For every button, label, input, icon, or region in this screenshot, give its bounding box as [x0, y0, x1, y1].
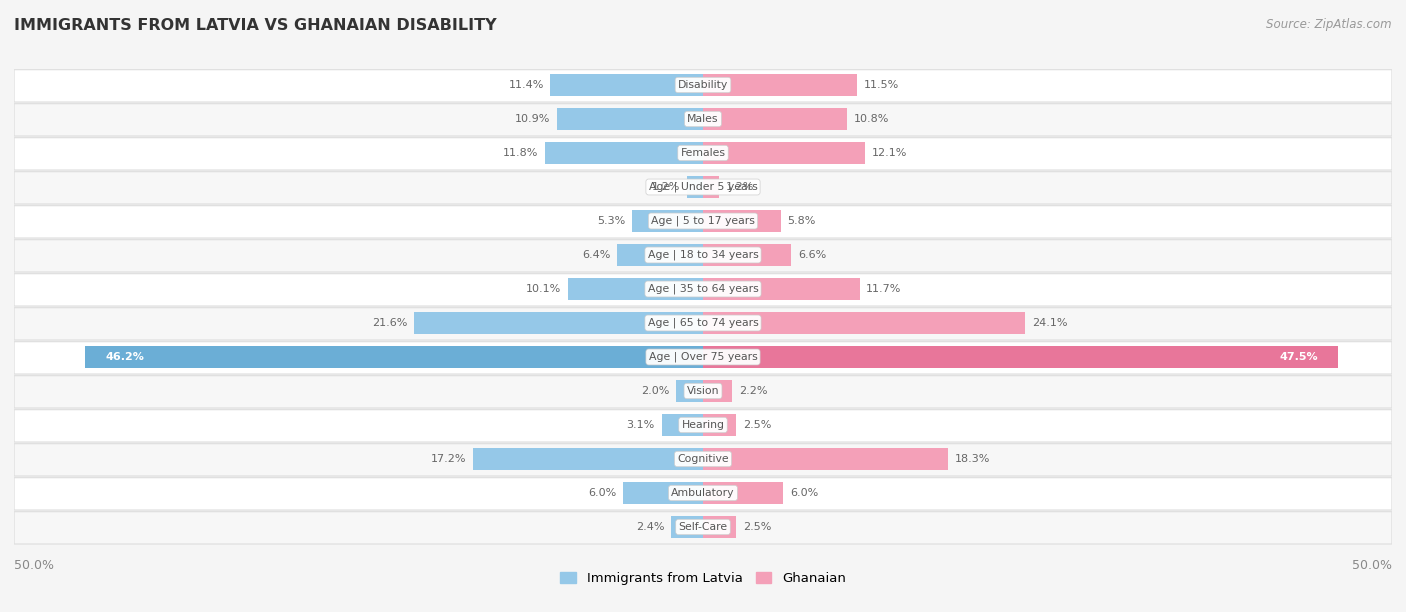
FancyBboxPatch shape	[14, 376, 1392, 408]
Text: 18.3%: 18.3%	[955, 454, 990, 464]
Text: 11.8%: 11.8%	[503, 148, 538, 158]
Text: Self-Care: Self-Care	[679, 522, 727, 532]
Text: 6.4%: 6.4%	[582, 250, 610, 260]
FancyBboxPatch shape	[14, 341, 1392, 374]
Bar	[472, 449, 703, 469]
Bar	[633, 211, 703, 231]
Text: 21.6%: 21.6%	[373, 318, 408, 328]
FancyBboxPatch shape	[14, 138, 1392, 170]
Text: 5.3%: 5.3%	[598, 216, 626, 226]
Bar	[703, 143, 865, 163]
Bar	[703, 176, 718, 198]
Bar	[551, 75, 703, 95]
Bar	[84, 346, 703, 368]
Bar	[703, 346, 1339, 368]
Text: 2.2%: 2.2%	[740, 386, 768, 396]
Bar	[413, 313, 703, 334]
Text: 2.4%: 2.4%	[636, 522, 664, 532]
Text: 6.0%: 6.0%	[588, 488, 616, 498]
Text: 10.1%: 10.1%	[526, 284, 561, 294]
Bar	[703, 517, 737, 537]
FancyBboxPatch shape	[14, 444, 1392, 476]
Bar	[676, 381, 703, 401]
Text: Age | 65 to 74 years: Age | 65 to 74 years	[648, 318, 758, 328]
Text: 2.0%: 2.0%	[641, 386, 669, 396]
Text: 3.1%: 3.1%	[627, 420, 655, 430]
Bar	[703, 244, 792, 266]
Text: Age | 35 to 64 years: Age | 35 to 64 years	[648, 284, 758, 294]
Bar	[703, 278, 859, 299]
Bar	[671, 517, 703, 537]
Bar	[623, 482, 703, 504]
Text: 46.2%: 46.2%	[105, 352, 143, 362]
FancyBboxPatch shape	[14, 512, 1392, 544]
Text: 11.7%: 11.7%	[866, 284, 901, 294]
FancyBboxPatch shape	[14, 172, 1392, 204]
Bar	[703, 108, 848, 130]
Text: 47.5%: 47.5%	[1279, 352, 1319, 362]
FancyBboxPatch shape	[14, 70, 1392, 102]
Text: Age | Over 75 years: Age | Over 75 years	[648, 352, 758, 362]
Bar	[688, 176, 703, 198]
Text: 5.8%: 5.8%	[787, 216, 815, 226]
Bar	[662, 414, 703, 436]
Bar	[546, 143, 703, 163]
Bar	[703, 381, 733, 401]
Bar	[703, 211, 780, 231]
Legend: Immigrants from Latvia, Ghanaian: Immigrants from Latvia, Ghanaian	[555, 567, 851, 591]
Text: Males: Males	[688, 114, 718, 124]
Text: Hearing: Hearing	[682, 420, 724, 430]
Text: 12.1%: 12.1%	[872, 148, 907, 158]
FancyBboxPatch shape	[14, 308, 1392, 340]
FancyBboxPatch shape	[14, 478, 1392, 510]
Text: Females: Females	[681, 148, 725, 158]
Text: 2.5%: 2.5%	[744, 522, 772, 532]
Text: 11.4%: 11.4%	[509, 80, 544, 90]
Bar	[703, 75, 856, 95]
Text: Age | 18 to 34 years: Age | 18 to 34 years	[648, 250, 758, 260]
Text: 10.8%: 10.8%	[855, 114, 890, 124]
Bar	[703, 313, 1025, 334]
Text: 10.9%: 10.9%	[515, 114, 551, 124]
Bar	[703, 449, 948, 469]
Text: Disability: Disability	[678, 80, 728, 90]
Bar	[557, 108, 703, 130]
Text: 1.2%: 1.2%	[652, 182, 681, 192]
Text: Ambulatory: Ambulatory	[671, 488, 735, 498]
Text: IMMIGRANTS FROM LATVIA VS GHANAIAN DISABILITY: IMMIGRANTS FROM LATVIA VS GHANAIAN DISAB…	[14, 18, 496, 34]
Bar	[703, 482, 783, 504]
Text: 1.2%: 1.2%	[725, 182, 754, 192]
FancyBboxPatch shape	[14, 274, 1392, 306]
Bar	[703, 414, 737, 436]
Text: 17.2%: 17.2%	[430, 454, 467, 464]
FancyBboxPatch shape	[14, 103, 1392, 136]
Text: 11.5%: 11.5%	[863, 80, 898, 90]
Bar	[568, 278, 703, 299]
Text: Cognitive: Cognitive	[678, 454, 728, 464]
FancyBboxPatch shape	[14, 409, 1392, 442]
Bar	[617, 244, 703, 266]
FancyBboxPatch shape	[14, 240, 1392, 272]
Text: 6.0%: 6.0%	[790, 488, 818, 498]
Text: Age | 5 to 17 years: Age | 5 to 17 years	[651, 216, 755, 226]
Text: Age | Under 5 years: Age | Under 5 years	[648, 182, 758, 192]
Text: Source: ZipAtlas.com: Source: ZipAtlas.com	[1267, 18, 1392, 31]
Text: 24.1%: 24.1%	[1032, 318, 1067, 328]
Text: Vision: Vision	[686, 386, 720, 396]
FancyBboxPatch shape	[14, 206, 1392, 238]
Text: 6.6%: 6.6%	[799, 250, 827, 260]
Text: 2.5%: 2.5%	[744, 420, 772, 430]
